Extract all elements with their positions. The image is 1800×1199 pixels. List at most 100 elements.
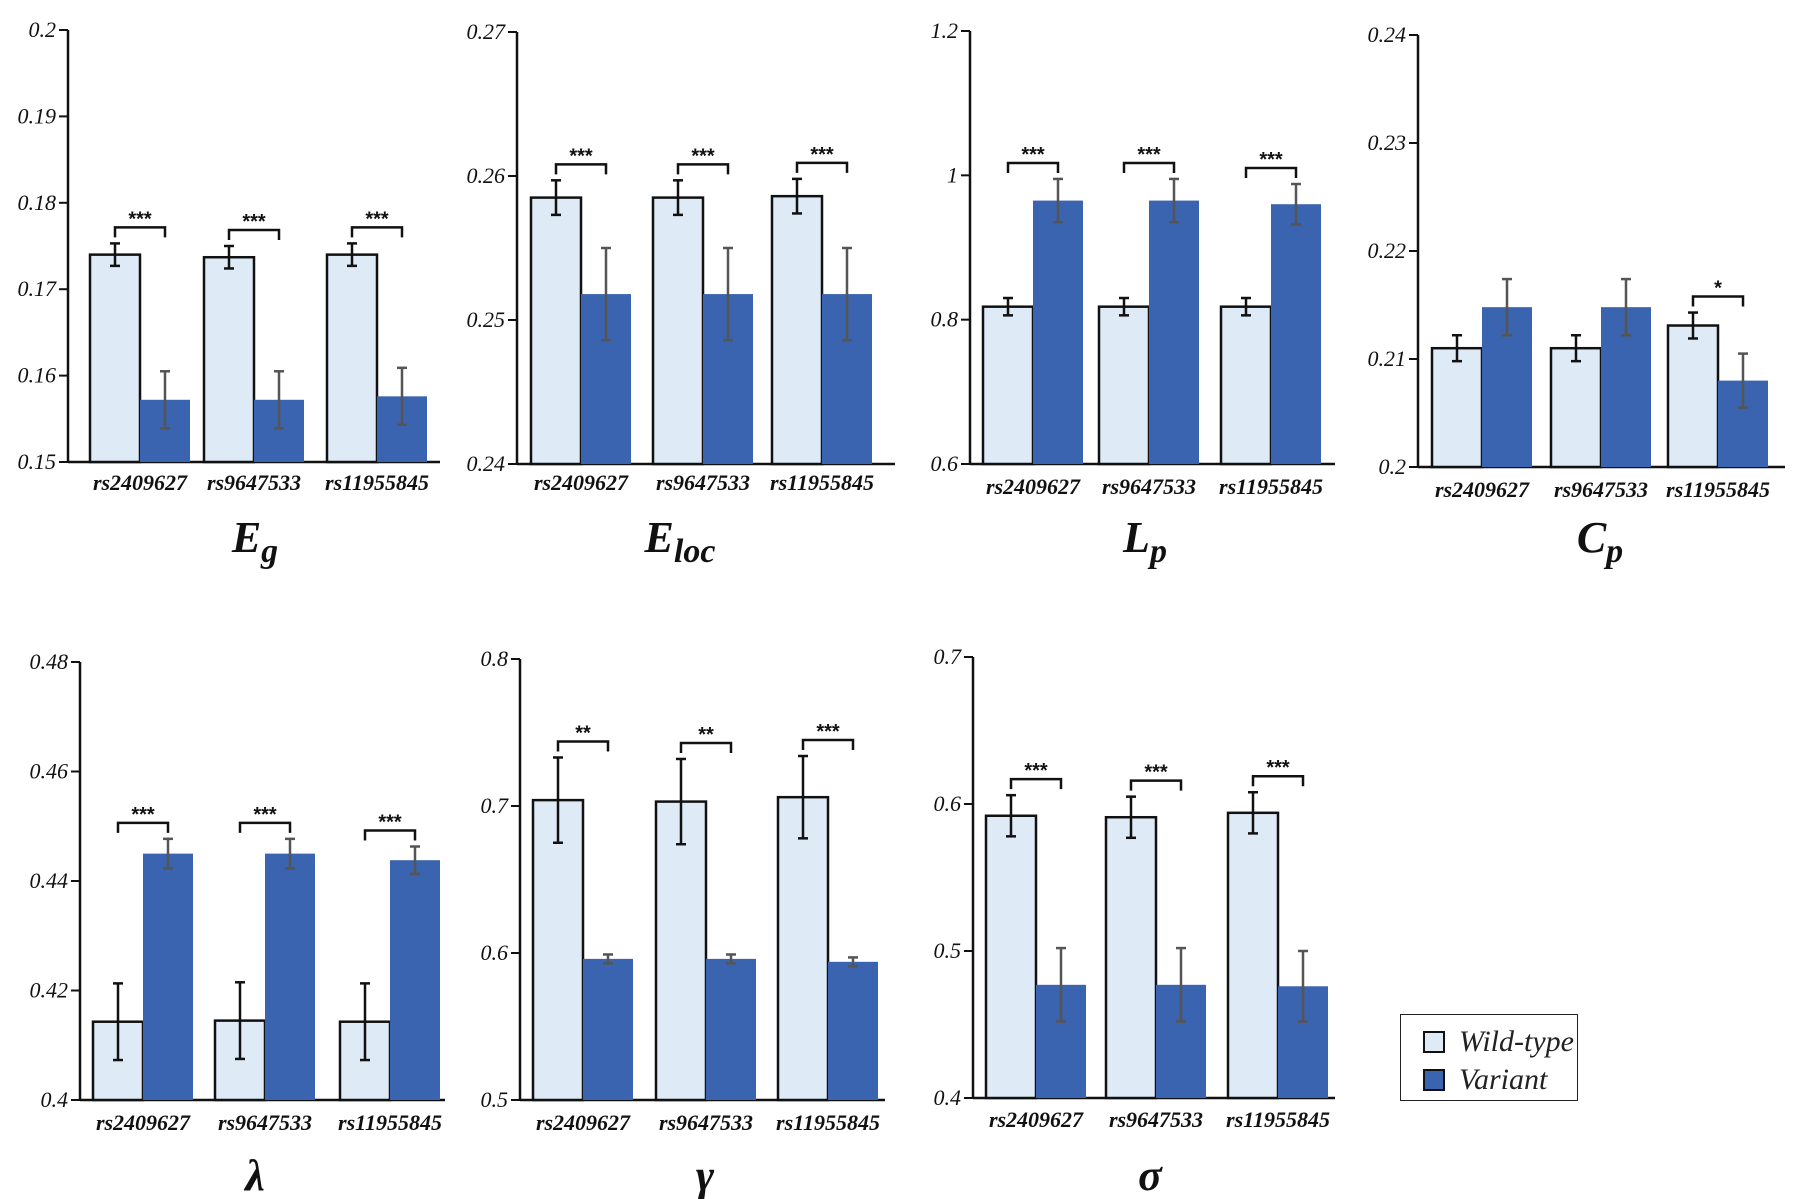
chart-title-subscript: p — [1603, 533, 1623, 570]
significance-bracket — [679, 741, 733, 753]
y-tick-label: 0.5 — [481, 1087, 509, 1112]
chart-title-subscript: p — [1147, 533, 1167, 570]
y-tick-label: 0.24 — [467, 451, 506, 476]
y-tick-label: 0.25 — [467, 307, 506, 332]
bar-variant — [265, 853, 315, 1100]
x-tick-label: rs9647533 — [1554, 477, 1648, 502]
significance-bracket — [113, 226, 167, 238]
y-tick-label: 1 — [947, 162, 958, 187]
x-tick-label: rs9647533 — [656, 470, 750, 495]
significance-label: *** — [816, 721, 840, 743]
legend-label-variant: Variant — [1459, 1063, 1548, 1096]
y-tick-label: 0.17 — [18, 276, 58, 301]
y-tick-label: 1.2 — [931, 18, 959, 43]
bar-wild-type — [984, 814, 1038, 1100]
x-tick-label: rs11955845 — [776, 1110, 880, 1135]
y-tick-label: 0.6 — [931, 451, 959, 476]
panel-7: 0.7 0.6 0.5 0.4 *** rs2409627 *** rs9647533 *** r… — [934, 644, 1335, 1199]
x-tick-label: rs2409627 — [93, 470, 188, 495]
bar-variant — [1149, 200, 1199, 464]
significance-label: *** — [691, 145, 715, 167]
x-tick-label: rs2409627 — [534, 470, 629, 495]
x-tick-label: rs2409627 — [989, 1107, 1084, 1132]
significance-label: *** — [253, 804, 277, 826]
significance-bracket — [554, 163, 608, 175]
panel-2: 0.27 0.26 0.25 0.24 *** rs2409627 *** rs9647533… — [467, 19, 895, 570]
chart-title-main: λ — [243, 1151, 265, 1199]
bar-wild-type — [1666, 324, 1720, 469]
panel-5: 0.48 0.46 0.44 0.42 0.4 *** rs2409627 *** rs9647… — [30, 649, 445, 1199]
x-tick-label: rs11955845 — [770, 470, 874, 495]
significance-bracket — [238, 821, 292, 833]
significance-label: *** — [1259, 149, 1283, 171]
y-tick-label: 0.26 — [467, 163, 506, 188]
x-tick-label: rs2409627 — [1435, 477, 1530, 502]
significance-bracket — [227, 228, 281, 240]
x-tick-label: rs9647533 — [218, 1110, 312, 1135]
bar-variant — [828, 961, 878, 1100]
significance-label: *** — [378, 812, 402, 834]
significance-label: *** — [131, 804, 155, 826]
significance-label: * — [1714, 278, 1722, 300]
y-tick-label: 0.16 — [18, 363, 57, 388]
significance-label: *** — [242, 211, 266, 233]
significance-bracket — [116, 821, 170, 833]
significance-label: *** — [1021, 144, 1045, 166]
chart-title-main: C — [1577, 513, 1607, 562]
panel-3: 1.2 1 0.8 0.6 *** rs2409627 *** rs9647533 *** rs1… — [931, 18, 1335, 570]
y-tick-label: 0.48 — [30, 649, 69, 674]
y-tick-label: 0.22 — [1368, 238, 1407, 263]
chart-title: σ — [1138, 1151, 1163, 1199]
significance-label: *** — [1024, 760, 1048, 782]
y-tick-label: 0.6 — [481, 940, 509, 965]
y-tick-label: 0.18 — [18, 190, 57, 215]
bar-wild-type — [770, 194, 824, 466]
x-tick-label: rs2409627 — [536, 1110, 631, 1135]
y-tick-label: 0.2 — [29, 17, 57, 42]
panel-4: 0.24 0.23 0.22 0.21 0.2 rs2409627 rs9647533 * rs… — [1368, 22, 1785, 570]
significance-bracket — [1122, 161, 1176, 173]
x-tick-label: rs11955845 — [1226, 1107, 1330, 1132]
chart-title-main: E — [231, 513, 261, 562]
significance-bracket — [801, 738, 855, 751]
chart-title-main: γ — [696, 1151, 715, 1199]
significance-label: *** — [128, 208, 152, 230]
significance-bracket — [556, 740, 610, 752]
x-tick-label: rs11955845 — [1666, 477, 1770, 502]
significance-label: *** — [810, 144, 834, 166]
y-tick-label: 0.23 — [1368, 130, 1407, 155]
bar-wild-type — [1549, 346, 1603, 469]
bar-wild-type — [325, 253, 379, 464]
chart-title-main: L — [1122, 513, 1150, 562]
significance-bracket — [363, 829, 417, 841]
significance-label: *** — [569, 145, 593, 167]
significance-bracket — [1244, 166, 1298, 178]
y-tick-label: 0.7 — [481, 793, 510, 818]
y-tick-label: 0.7 — [934, 644, 963, 669]
y-tick-label: 0.19 — [18, 103, 57, 128]
significance-label: *** — [1266, 757, 1290, 779]
bar-wild-type — [981, 305, 1035, 466]
significance-label: *** — [365, 208, 389, 230]
legend-item-variant: Variant — [1423, 1063, 1547, 1097]
significance-bracket — [1006, 161, 1060, 173]
bar-wild-type — [654, 800, 708, 1102]
x-tick-label: rs2409627 — [96, 1110, 191, 1135]
chart-title: Cp — [1577, 513, 1623, 570]
chart-title: Eloc — [644, 513, 716, 570]
y-tick-label: 0.4 — [41, 1087, 69, 1112]
chart-title-main: E — [644, 513, 674, 562]
x-tick-label: rs11955845 — [325, 470, 429, 495]
x-tick-label: rs11955845 — [1219, 474, 1323, 499]
bar-wild-type — [1104, 815, 1158, 1100]
bar-variant — [583, 958, 633, 1100]
legend-swatch-wild-type — [1423, 1031, 1445, 1053]
bar-variant — [706, 958, 756, 1100]
chart-title-subscript: loc — [674, 533, 716, 570]
y-tick-label: 0.4 — [934, 1085, 962, 1110]
bar-wild-type — [1097, 305, 1151, 466]
y-tick-label: 0.27 — [467, 19, 507, 44]
y-tick-label: 0.2 — [1379, 454, 1407, 479]
bar-variant — [390, 860, 440, 1100]
